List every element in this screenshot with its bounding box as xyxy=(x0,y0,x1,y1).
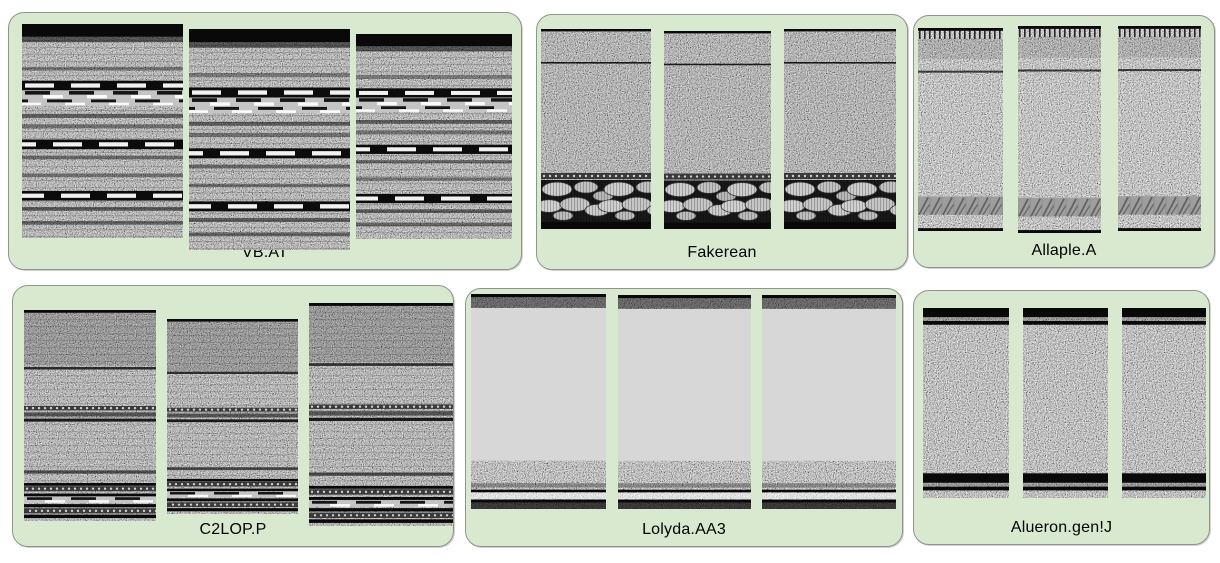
texture-layers xyxy=(618,295,751,509)
texture-layers xyxy=(541,29,651,229)
panel-alueron: Alueron.gen!J xyxy=(913,290,1210,545)
family-label-allaple: Allaple.A xyxy=(1031,242,1097,259)
texture-layers xyxy=(918,28,1003,231)
family-label-c2lop: C2LOP.P xyxy=(199,521,267,538)
malware-grayscale-image-fakerean-3 xyxy=(784,29,896,229)
panel-allaple: Allaple.A xyxy=(913,15,1215,268)
texture-layers xyxy=(189,29,350,250)
texture-layers xyxy=(762,295,896,509)
malware-grayscale-image-c2lop-1 xyxy=(24,310,156,521)
texture-layers xyxy=(167,319,298,514)
malware-grayscale-image-alueron-1 xyxy=(923,308,1009,498)
texture-layers xyxy=(1023,308,1108,498)
texture-layers xyxy=(356,34,512,239)
malware-grayscale-image-allaple-3 xyxy=(1118,26,1201,231)
malware-grayscale-image-fakerean-2 xyxy=(664,31,771,229)
texture-layers xyxy=(24,310,156,521)
malware-grayscale-image-vbat-3 xyxy=(356,34,512,239)
malware-grayscale-image-alueron-3 xyxy=(1122,308,1206,498)
texture-layers xyxy=(471,294,606,509)
family-label-lolyda: Lolyda.AA3 xyxy=(642,521,726,538)
texture-layers xyxy=(923,308,1009,498)
malware-grayscale-image-c2lop-3 xyxy=(309,303,453,526)
malware-grayscale-image-lolyda-3 xyxy=(762,295,896,509)
malware-grayscale-image-lolyda-2 xyxy=(618,295,751,509)
malware-grayscale-image-fakerean-1 xyxy=(541,29,651,229)
family-label-alueron: Alueron.gen!J xyxy=(1010,519,1113,536)
panel-lolyda: Lolyda.AA3 xyxy=(465,288,903,547)
malware-grayscale-image-allaple-1 xyxy=(918,28,1003,231)
texture-layers xyxy=(784,29,896,229)
malware-grayscale-image-allaple-2 xyxy=(1018,26,1101,233)
malware-grayscale-image-c2lop-2 xyxy=(167,319,298,514)
malware-grayscale-image-vbat-2 xyxy=(189,29,350,250)
texture-layers xyxy=(22,24,183,238)
texture-layers xyxy=(1122,308,1206,498)
malware-grayscale-image-alueron-2 xyxy=(1023,308,1108,498)
malware-grayscale-image-vbat-1 xyxy=(22,24,183,238)
panel-fakerean: Fakerean xyxy=(536,14,908,270)
panel-c2lop: C2LOP.P xyxy=(12,285,454,547)
texture-layers xyxy=(1118,26,1201,231)
texture-layers xyxy=(1018,26,1101,233)
texture-layers xyxy=(309,303,453,526)
panel-vbat: VB.AT xyxy=(8,12,522,270)
texture-layers xyxy=(664,31,771,229)
family-label-fakerean: Fakerean xyxy=(687,244,757,261)
malware-grayscale-image-lolyda-1 xyxy=(471,294,606,509)
